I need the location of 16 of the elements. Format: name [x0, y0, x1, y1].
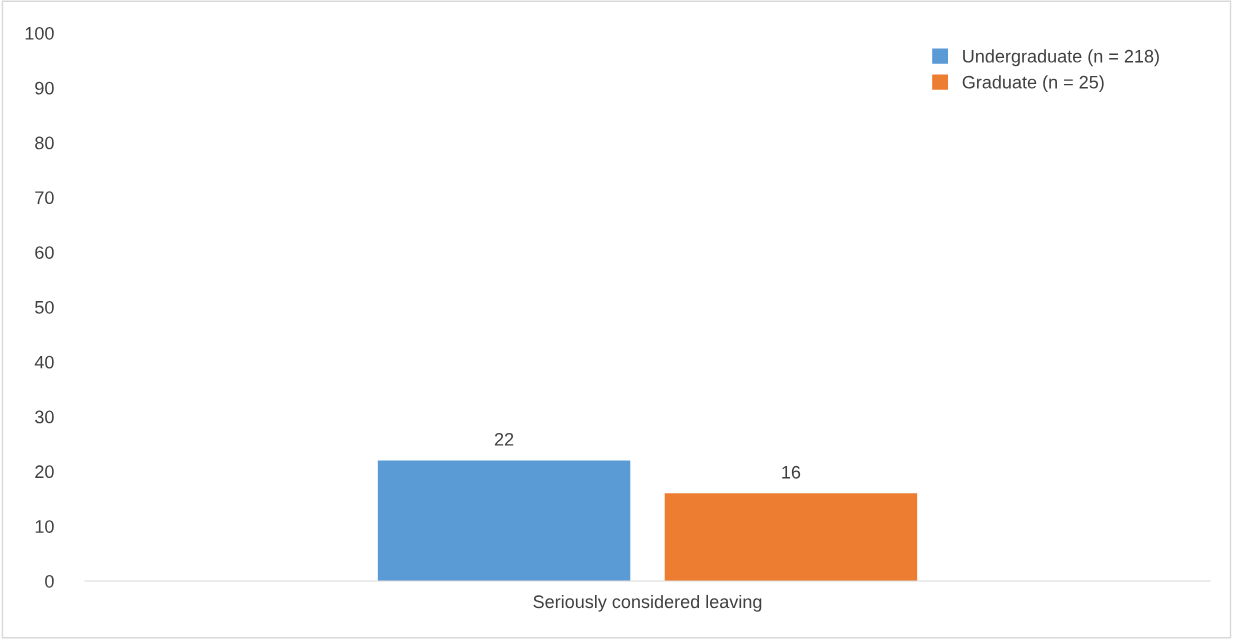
y-tick-label: 80: [35, 136, 54, 150]
data-label: 22: [494, 432, 514, 446]
y-tick-label: 20: [35, 465, 54, 479]
y-tick-label: 50: [35, 300, 54, 314]
y-tick-label: 90: [35, 81, 54, 95]
legend-label: Undergraduate (n = 218): [963, 49, 1159, 67]
y-tick-label: 60: [35, 246, 54, 259]
y-tick-label: 0: [45, 574, 54, 588]
y-tick-label: 30: [35, 410, 54, 424]
data-label: 16: [782, 465, 801, 479]
legend-label: Graduate (n = 25): [962, 75, 1104, 93]
x-tick-label: Seriously considered leaving: [533, 594, 762, 612]
y-tick-label: 40: [34, 355, 54, 369]
y-tick-label: 100: [25, 26, 54, 40]
y-tick-label: 10: [35, 520, 54, 533]
y-tick-label: 70: [35, 191, 54, 205]
